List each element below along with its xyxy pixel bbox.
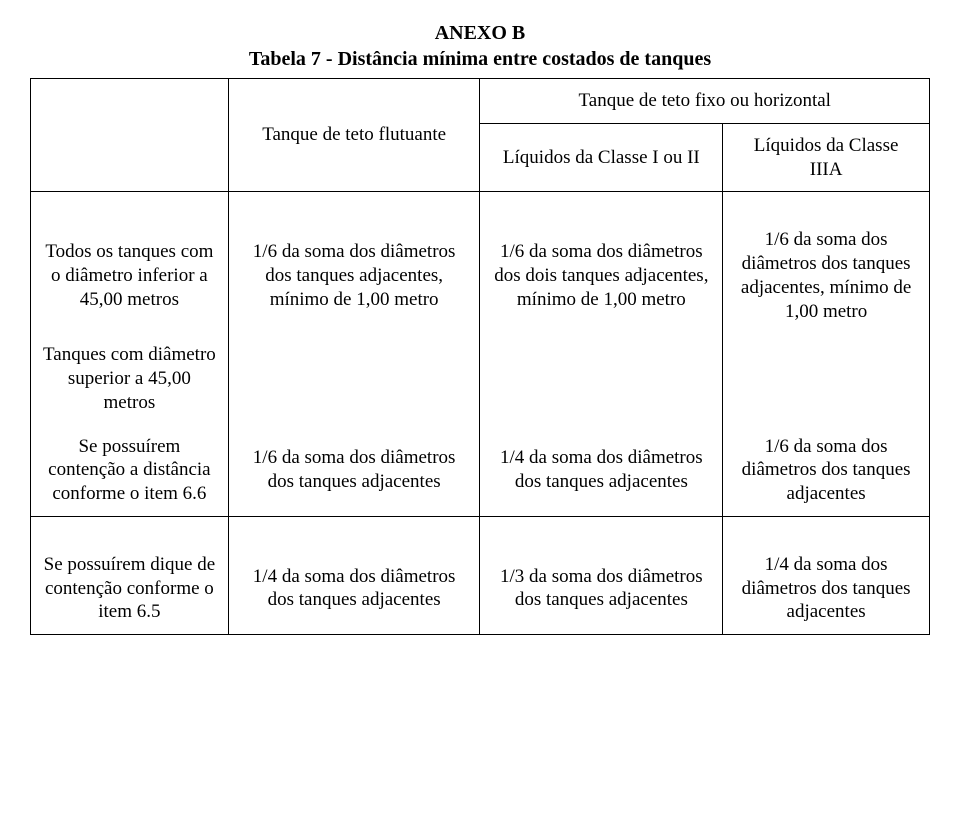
r3-label: Se possuírem contenção a distância confo… — [31, 425, 229, 517]
r4-label: Se possuírem dique de contenção conforme… — [31, 543, 229, 635]
r4-c2: 1/4 da soma dos diâmetros dos tanques ad… — [228, 543, 480, 635]
distance-table: Tanque de teto flutuante Tanque de teto … — [30, 78, 930, 635]
r2-c4 — [723, 333, 930, 424]
r1-c2: 1/6 da soma dos diâmetros dos tanques ad… — [228, 218, 480, 333]
r2-c2 — [228, 333, 480, 424]
r1-c3: 1/6 da soma dos diâmetros dos dois tanqu… — [480, 218, 723, 333]
header-floating: Tanque de teto flutuante — [228, 79, 480, 192]
header-fixed-sub1: Líquidos da Classe I ou II — [480, 123, 723, 192]
r4-c4: 1/4 da soma dos diâmetros dos tanques ad… — [723, 543, 930, 635]
r4-c3: 1/3 da soma dos diâmetros dos tanques ad… — [480, 543, 723, 635]
r3-c3: 1/4 da soma dos diâmetros dos tanques ad… — [480, 425, 723, 517]
body-row-2: Tanques com diâmetro superior a 45,00 me… — [31, 333, 930, 424]
r2-c3 — [480, 333, 723, 424]
spacer-row-1 — [31, 192, 930, 219]
header-row-1: Tanque de teto flutuante Tanque de teto … — [31, 79, 930, 124]
spacer-row-2 — [31, 516, 930, 543]
body-row-1: Todos os tanques com o diâmetro inferior… — [31, 218, 930, 333]
annex-line2: Tabela 7 - Distância mínima entre costad… — [30, 46, 930, 72]
r2-label: Tanques com diâmetro superior a 45,00 me… — [31, 333, 229, 424]
header-fixed-span: Tanque de teto fixo ou horizontal — [480, 79, 930, 124]
annex-heading: ANEXO B Tabela 7 - Distância mínima entr… — [30, 20, 930, 72]
header-blank — [31, 79, 229, 192]
r1-label: Todos os tanques com o diâmetro inferior… — [31, 218, 229, 333]
annex-line1: ANEXO B — [30, 20, 930, 46]
body-row-4: Se possuírem dique de contenção conforme… — [31, 543, 930, 635]
r1-c4: 1/6 da soma dos diâmetros dos tanques ad… — [723, 218, 930, 333]
r3-c4: 1/6 da soma dos diâmetros dos tanques ad… — [723, 425, 930, 517]
r3-c2: 1/6 da soma dos diâmetros dos tanques ad… — [228, 425, 480, 517]
body-row-3: Se possuírem contenção a distância confo… — [31, 425, 930, 517]
header-fixed-sub2: Líquidos da Classe IIIA — [723, 123, 930, 192]
